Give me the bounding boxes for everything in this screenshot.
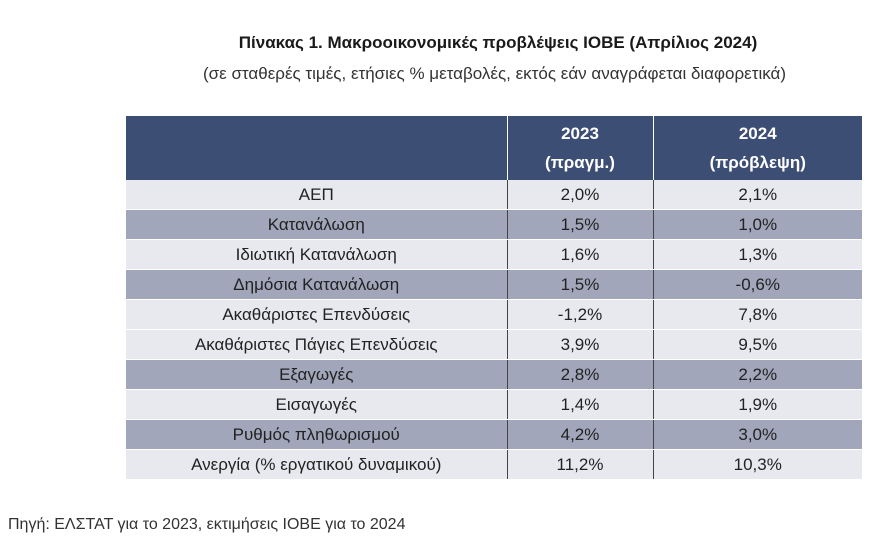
value-2024: 1,9% <box>652 389 862 420</box>
row-label: Εξαγωγές <box>126 359 507 390</box>
table-subtitle: (σε σταθερές τιμές, ετήσιες % μεταβολές,… <box>202 64 787 83</box>
header-2024-year: 2024 <box>738 124 777 143</box>
value-2024: 1,3% <box>652 239 862 270</box>
header-2023-note: (πραγμ.) <box>545 153 615 172</box>
value-2023: 1,5% <box>506 209 653 240</box>
header-2024-cell: 2024 (πρόβλεψη) <box>652 116 862 180</box>
forecast-table: 2023 (πραγμ.) 2024 (πρόβλεψη) ΑΕΠ 2,0% 2… <box>126 116 862 480</box>
value-2024: 7,8% <box>652 299 862 330</box>
table-row: Ανεργία (% εργατικού δυναμικού) 11,2% 10… <box>126 449 862 480</box>
table-row: Δημόσια Κατανάλωση 1,5% -0,6% <box>126 269 862 300</box>
row-label: Εισαγωγές <box>126 389 507 420</box>
row-label: Κατανάλωση <box>126 209 507 240</box>
table-title: Πίνακας 1. Μακροοικονομικές προβλέψεις Ι… <box>238 33 758 52</box>
value-2023: 3,9% <box>506 329 653 360</box>
table-row: Κατανάλωση 1,5% 1,0% <box>126 209 862 240</box>
row-label: Δημόσια Κατανάλωση <box>126 269 507 300</box>
table-row: Ακαθάριστες Επενδύσεις -1,2% 7,8% <box>126 299 862 330</box>
table-row: Ρυθμός πληθωρισμού 4,2% 3,0% <box>126 419 862 450</box>
value-2024: 10,3% <box>652 449 862 480</box>
row-label: Ρυθμός πληθωρισμού <box>126 419 507 450</box>
value-2023: 4,2% <box>506 419 653 450</box>
value-2024: 2,1% <box>652 180 862 210</box>
row-label: Ιδιωτική Κατανάλωση <box>126 239 507 270</box>
value-2023: 1,4% <box>506 389 653 420</box>
value-2023: 2,0% <box>506 180 653 210</box>
row-label: ΑΕΠ <box>126 180 507 210</box>
value-2024: 2,2% <box>652 359 862 390</box>
table-body: ΑΕΠ 2,0% 2,1% Κατανάλωση 1,5% 1,0% Ιδιωτ… <box>126 180 862 480</box>
row-label: Ακαθάριστες Πάγιες Επενδύσεις <box>126 329 507 360</box>
value-2024: 9,5% <box>652 329 862 360</box>
header-row: 2023 (πραγμ.) 2024 (πρόβλεψη) <box>126 116 862 180</box>
value-2023: -1,2% <box>506 299 653 330</box>
table-row: ΑΕΠ 2,0% 2,1% <box>126 180 862 210</box>
row-label: Ανεργία (% εργατικού δυναμικού) <box>126 449 507 480</box>
header-2024-note: (πρόβλεψη) <box>709 153 806 172</box>
header-2023-cell: 2023 (πραγμ.) <box>506 116 653 180</box>
row-label: Ακαθάριστες Επενδύσεις <box>126 299 507 330</box>
source-note: Πηγή: ΕΛΣΤΑΤ για το 2023, εκτιμήσεις ΙΟΒ… <box>8 516 406 533</box>
table-header: 2023 (πραγμ.) 2024 (πρόβλεψη) <box>126 116 862 180</box>
table-row: Εξαγωγές 2,8% 2,2% <box>126 359 862 390</box>
value-2023: 1,6% <box>506 239 653 270</box>
table-row: Εισαγωγές 1,4% 1,9% <box>126 389 862 420</box>
value-2024: 1,0% <box>652 209 862 240</box>
value-2023: 1,5% <box>506 269 653 300</box>
value-2023: 11,2% <box>506 449 653 480</box>
value-2023: 2,8% <box>506 359 653 390</box>
header-label-cell <box>126 116 507 180</box>
value-2024: 3,0% <box>652 419 862 450</box>
table-row: Ακαθάριστες Πάγιες Επενδύσεις 3,9% 9,5% <box>126 329 862 360</box>
table-row: Ιδιωτική Κατανάλωση 1,6% 1,3% <box>126 239 862 270</box>
value-2024: -0,6% <box>652 269 862 300</box>
header-2023-year: 2023 <box>561 124 599 143</box>
